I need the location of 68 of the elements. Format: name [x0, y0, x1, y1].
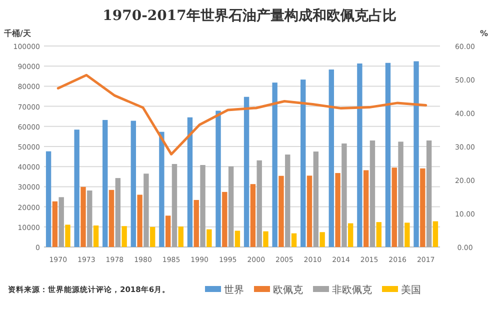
- bar: [348, 223, 354, 247]
- bar: [222, 192, 228, 247]
- bar: [108, 190, 114, 247]
- bar: [335, 173, 340, 247]
- bar: [52, 201, 58, 247]
- bar: [194, 200, 199, 247]
- line-series: [56, 74, 428, 156]
- bar: [398, 142, 404, 247]
- bar: [250, 184, 256, 247]
- bar: [46, 151, 52, 247]
- legend-label: 欧佩克: [273, 284, 303, 296]
- legend-label: 美国: [401, 284, 421, 296]
- bar: [363, 170, 369, 247]
- bar: [93, 225, 99, 247]
- bar: [65, 224, 70, 247]
- bar: [130, 120, 136, 247]
- bar: [291, 233, 297, 247]
- legend-欧佩克: 欧佩克: [254, 285, 303, 296]
- bar: [234, 230, 240, 247]
- bar: [300, 80, 306, 247]
- legend-美国: 美国: [382, 285, 421, 296]
- bar: [228, 166, 234, 247]
- bar: [159, 132, 164, 247]
- bar: [263, 231, 268, 247]
- legend-label: 世界: [224, 284, 244, 296]
- bar: [144, 174, 149, 247]
- y-axis-title: 千桶/天: [3, 29, 32, 38]
- bar: [150, 226, 156, 247]
- bar: [200, 164, 206, 247]
- bar: [320, 232, 325, 247]
- bar: [376, 222, 382, 247]
- bar: [420, 168, 426, 247]
- bar: [216, 110, 221, 247]
- bar: [115, 178, 121, 247]
- bar: [385, 62, 391, 247]
- bar: [285, 154, 290, 247]
- bar: [278, 176, 284, 247]
- bar: [370, 140, 376, 247]
- bar: [87, 190, 92, 247]
- legend-世界: 世界: [205, 285, 244, 296]
- bar: [165, 216, 171, 247]
- bar: [172, 164, 178, 247]
- bar: [122, 226, 127, 247]
- chart-title: 1970-2017年世界石油产量构成和欧佩克占比: [102, 7, 396, 24]
- bar: [392, 168, 397, 247]
- bar: [178, 226, 184, 247]
- bar: [102, 120, 108, 247]
- bar: [342, 143, 347, 247]
- bar: [328, 70, 334, 247]
- bar: [357, 63, 362, 247]
- bar: [313, 152, 319, 247]
- bar: [432, 221, 438, 247]
- bar: [244, 96, 250, 247]
- bar: [426, 140, 432, 247]
- legend-label: 非欧佩克: [332, 284, 372, 296]
- legend-非欧佩克: 非欧佩克: [313, 285, 372, 296]
- bar: [74, 130, 80, 247]
- bar: [137, 194, 142, 247]
- bar: [58, 197, 64, 247]
- bar: [414, 61, 419, 247]
- bar: [404, 222, 410, 247]
- y2-axis-title: %: [480, 29, 488, 38]
- bar: [306, 176, 312, 247]
- bar: [206, 229, 212, 247]
- bar: [272, 82, 278, 247]
- bar: [256, 160, 262, 247]
- bar: [187, 117, 193, 247]
- bar: [80, 186, 86, 247]
